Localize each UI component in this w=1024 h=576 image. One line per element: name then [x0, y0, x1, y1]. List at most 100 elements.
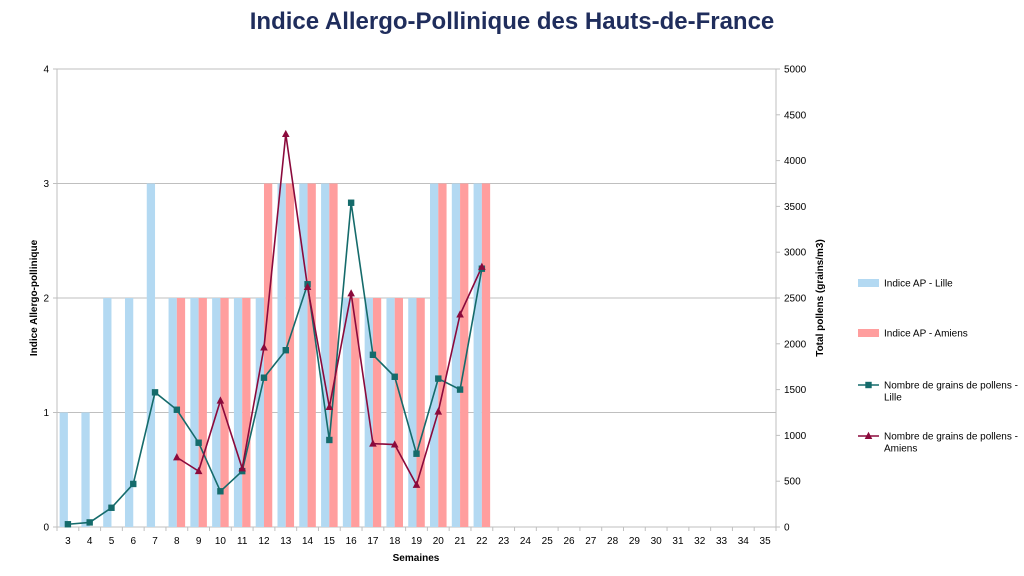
x-tick-label: 12 — [258, 536, 270, 547]
bar-amiens — [351, 298, 360, 527]
y2-axis-ticks: 0 500 1000 1500 2000 2500 3000 3500 4000 4500 5000 — [776, 65, 807, 534]
x-tick-label: 10 — [215, 536, 227, 547]
point-lille — [108, 504, 115, 511]
y-axis-title: Indice Allergo-pollinique — [29, 239, 40, 356]
y-tick-label: 0 — [43, 523, 49, 534]
bar-lille — [299, 183, 308, 527]
bar-lille — [321, 183, 330, 527]
x-tick-label: 7 — [152, 536, 158, 547]
point-lille — [435, 375, 442, 382]
point-lille — [369, 351, 377, 358]
bar-amiens — [285, 183, 295, 527]
bar-lille — [408, 298, 417, 527]
x-tick-label: 25 — [542, 536, 554, 547]
bar-lille — [168, 298, 177, 527]
bar-amiens — [198, 298, 207, 527]
x-tick-label: 4 — [87, 536, 93, 547]
point-amiens — [173, 453, 181, 461]
x-tick-label: 5 — [109, 536, 115, 547]
x-tick-label: 26 — [563, 536, 575, 547]
point-amiens — [369, 439, 377, 447]
y2-tick-label: 0 — [784, 523, 790, 534]
x-tick-label: 28 — [607, 536, 619, 547]
y2-tick-label: 4500 — [784, 110, 807, 121]
bar-amiens — [394, 298, 403, 527]
y2-tick-label: 2500 — [784, 294, 807, 305]
x-tick-label: 13 — [280, 536, 292, 547]
legend-swatch — [858, 279, 879, 287]
bar-lille — [255, 298, 264, 527]
point-lille — [456, 386, 464, 393]
x-axis-title: Semaines — [393, 553, 440, 564]
legend-label: Indice AP - Lille — [884, 279, 953, 290]
point-lille — [173, 406, 181, 413]
bar-lille — [59, 412, 68, 527]
bar-lille — [430, 183, 439, 527]
x-tick-label: 8 — [174, 536, 180, 547]
point-lille — [151, 389, 159, 396]
legend-label: Nombre de grains de pollens - — [884, 432, 1018, 443]
point-amiens — [260, 343, 268, 351]
line-lille — [67, 202, 483, 526]
bar-amiens — [372, 298, 382, 527]
point-lille — [391, 373, 398, 380]
legend: Indice AP - Lille Indice AP - Amiens Nombr… — [858, 279, 1018, 455]
legend-label: Indice AP - Amiens — [884, 329, 968, 340]
point-amiens — [281, 129, 290, 138]
x-tick-label: 15 — [324, 536, 336, 547]
y2-tick-label: 2000 — [784, 339, 807, 350]
bar-lille — [386, 298, 395, 527]
y2-tick-label: 4000 — [784, 156, 807, 167]
x-tick-label: 34 — [738, 536, 750, 547]
legend-marker — [865, 381, 872, 389]
x-tick-label: 32 — [694, 536, 706, 547]
x-axis-ticks: 3 4 5 6 7 8 9 10 11 12 13 14 15 16 17 18 19 20 21 22 23 24 25 2… — [56, 527, 777, 547]
point-amiens — [347, 289, 355, 297]
x-tick-label: 23 — [498, 536, 510, 547]
point-amiens — [412, 480, 421, 488]
bar-amiens — [329, 183, 338, 527]
bar-amiens — [307, 183, 316, 527]
point-amiens — [390, 440, 399, 448]
legend-label: Nombre de grains de pollens - — [884, 381, 1018, 392]
point-lille — [130, 480, 137, 488]
bar-lille — [81, 412, 90, 527]
x-tick-label: 35 — [760, 536, 772, 547]
x-tick-label: 18 — [389, 536, 401, 547]
y2-tick-label: 1000 — [784, 431, 807, 442]
bar-amiens — [242, 298, 251, 527]
bar-lille — [342, 298, 352, 527]
point-lille — [217, 488, 224, 495]
y-tick-label: 3 — [43, 179, 49, 190]
bar-lille — [124, 298, 134, 527]
point-lille — [282, 347, 289, 354]
point-lille — [195, 439, 202, 446]
x-tick-label: 3 — [65, 536, 71, 547]
x-tick-label: 6 — [130, 536, 136, 547]
point-amiens — [238, 464, 246, 472]
y2-tick-label: 500 — [784, 477, 801, 488]
x-tick-label: 14 — [302, 536, 314, 547]
y2-tick-label: 5000 — [784, 65, 807, 76]
legend-swatch — [858, 329, 879, 337]
y2-axis-title: Total pollens (grains/m3) — [815, 239, 826, 357]
bar-amiens — [176, 298, 186, 527]
x-tick-label: 30 — [651, 536, 663, 547]
y2-tick-label: 1500 — [784, 385, 807, 396]
x-tick-label: 16 — [346, 536, 358, 547]
x-tick-label: 22 — [476, 536, 488, 547]
x-tick-label: 19 — [411, 536, 423, 547]
bar-amiens — [481, 183, 491, 527]
y2-tick-label: 3500 — [784, 202, 807, 213]
point-lille — [260, 374, 268, 381]
legend-label: Lille — [884, 393, 902, 404]
point-amiens — [303, 282, 312, 291]
x-tick-label: 21 — [455, 536, 467, 547]
point-lille — [326, 436, 333, 444]
x-tick-label: 17 — [367, 536, 379, 547]
bar-lille — [146, 183, 156, 527]
point-amiens — [478, 262, 486, 270]
point-lille — [413, 450, 420, 457]
point-amiens — [194, 466, 203, 475]
y-axis-ticks: 0 1 2 3 4 — [43, 65, 57, 534]
